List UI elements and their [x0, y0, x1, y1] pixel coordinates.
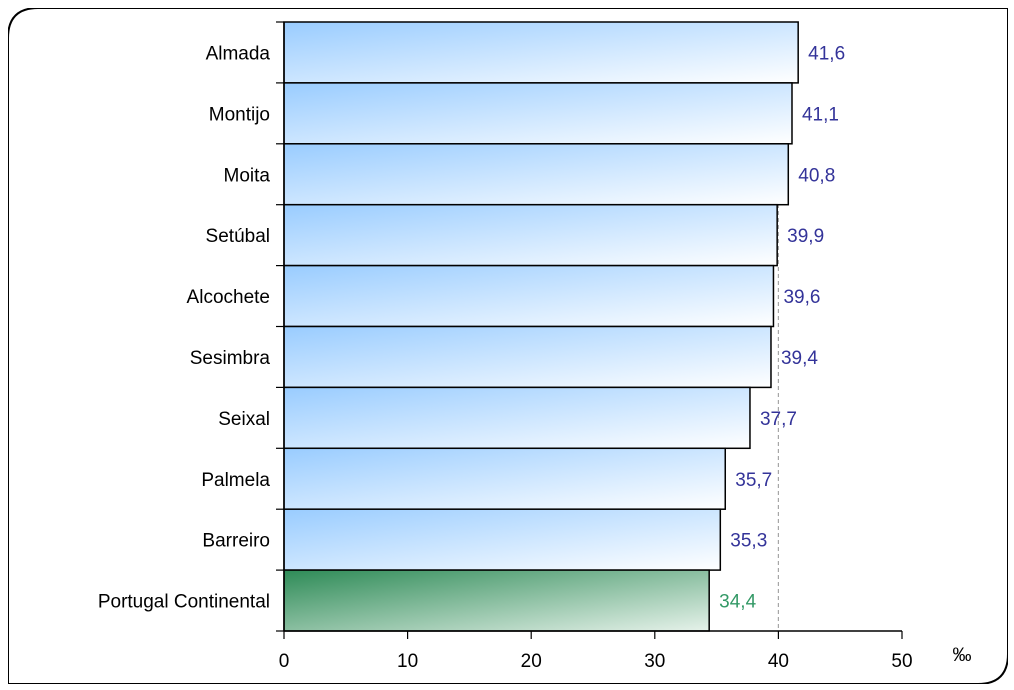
data-label: 40,8	[798, 165, 835, 186]
category-label: Montijo	[209, 104, 270, 125]
bar-setúbal	[283, 203, 778, 267]
category-label: Sesimbra	[190, 348, 271, 369]
x-tick-label: 10	[397, 651, 418, 672]
category-label: Alcochete	[187, 287, 270, 308]
category-label: Moita	[224, 165, 271, 186]
category-label: Portugal Continental	[98, 592, 270, 613]
data-label: 41,1	[802, 104, 839, 125]
category-label: Setúbal	[206, 226, 270, 247]
x-tick-label: 50	[891, 651, 912, 672]
data-label: 39,9	[787, 226, 824, 247]
bar-seixal	[283, 386, 751, 450]
bar-portugal-continental	[283, 569, 710, 632]
data-label: 35,3	[730, 531, 767, 552]
category-label: Almada	[206, 43, 271, 64]
category-label: Barreiro	[202, 531, 270, 552]
category-label: Seixal	[218, 409, 270, 430]
bar-almada	[283, 21, 799, 84]
x-tick-label: 20	[521, 651, 542, 672]
bar-montijo	[283, 82, 793, 145]
bar-palmela	[283, 447, 727, 510]
bar-moita	[283, 143, 790, 206]
data-label: 34,4	[719, 592, 756, 613]
x-tick-label: 30	[644, 651, 665, 672]
data-label: 39,4	[781, 348, 818, 369]
x-tick-label: 0	[279, 651, 290, 672]
data-label: 35,7	[735, 470, 772, 491]
chart-frame: Almada 41,6 Montijo 41,1 Moita 40,8 Setúbal 39,…	[7, 7, 1009, 685]
data-label: 37,7	[760, 409, 797, 430]
x-tick-label: 40	[768, 651, 789, 672]
unit-label: ‰	[953, 645, 972, 666]
category-label: Palmela	[201, 470, 270, 491]
bar-alcochete	[283, 264, 775, 328]
data-label: 41,6	[808, 43, 845, 64]
plot-area: Almada 41,6 Montijo 41,1 Moita 40,8 Setúbal 39,…	[98, 21, 972, 672]
bar-barreiro	[283, 508, 722, 571]
bar-sesimbra	[283, 325, 772, 389]
bar-chart: Almada 41,6 Montijo 41,1 Moita 40,8 Setúbal 39,…	[7, 7, 1009, 685]
data-label: 39,6	[783, 287, 820, 308]
